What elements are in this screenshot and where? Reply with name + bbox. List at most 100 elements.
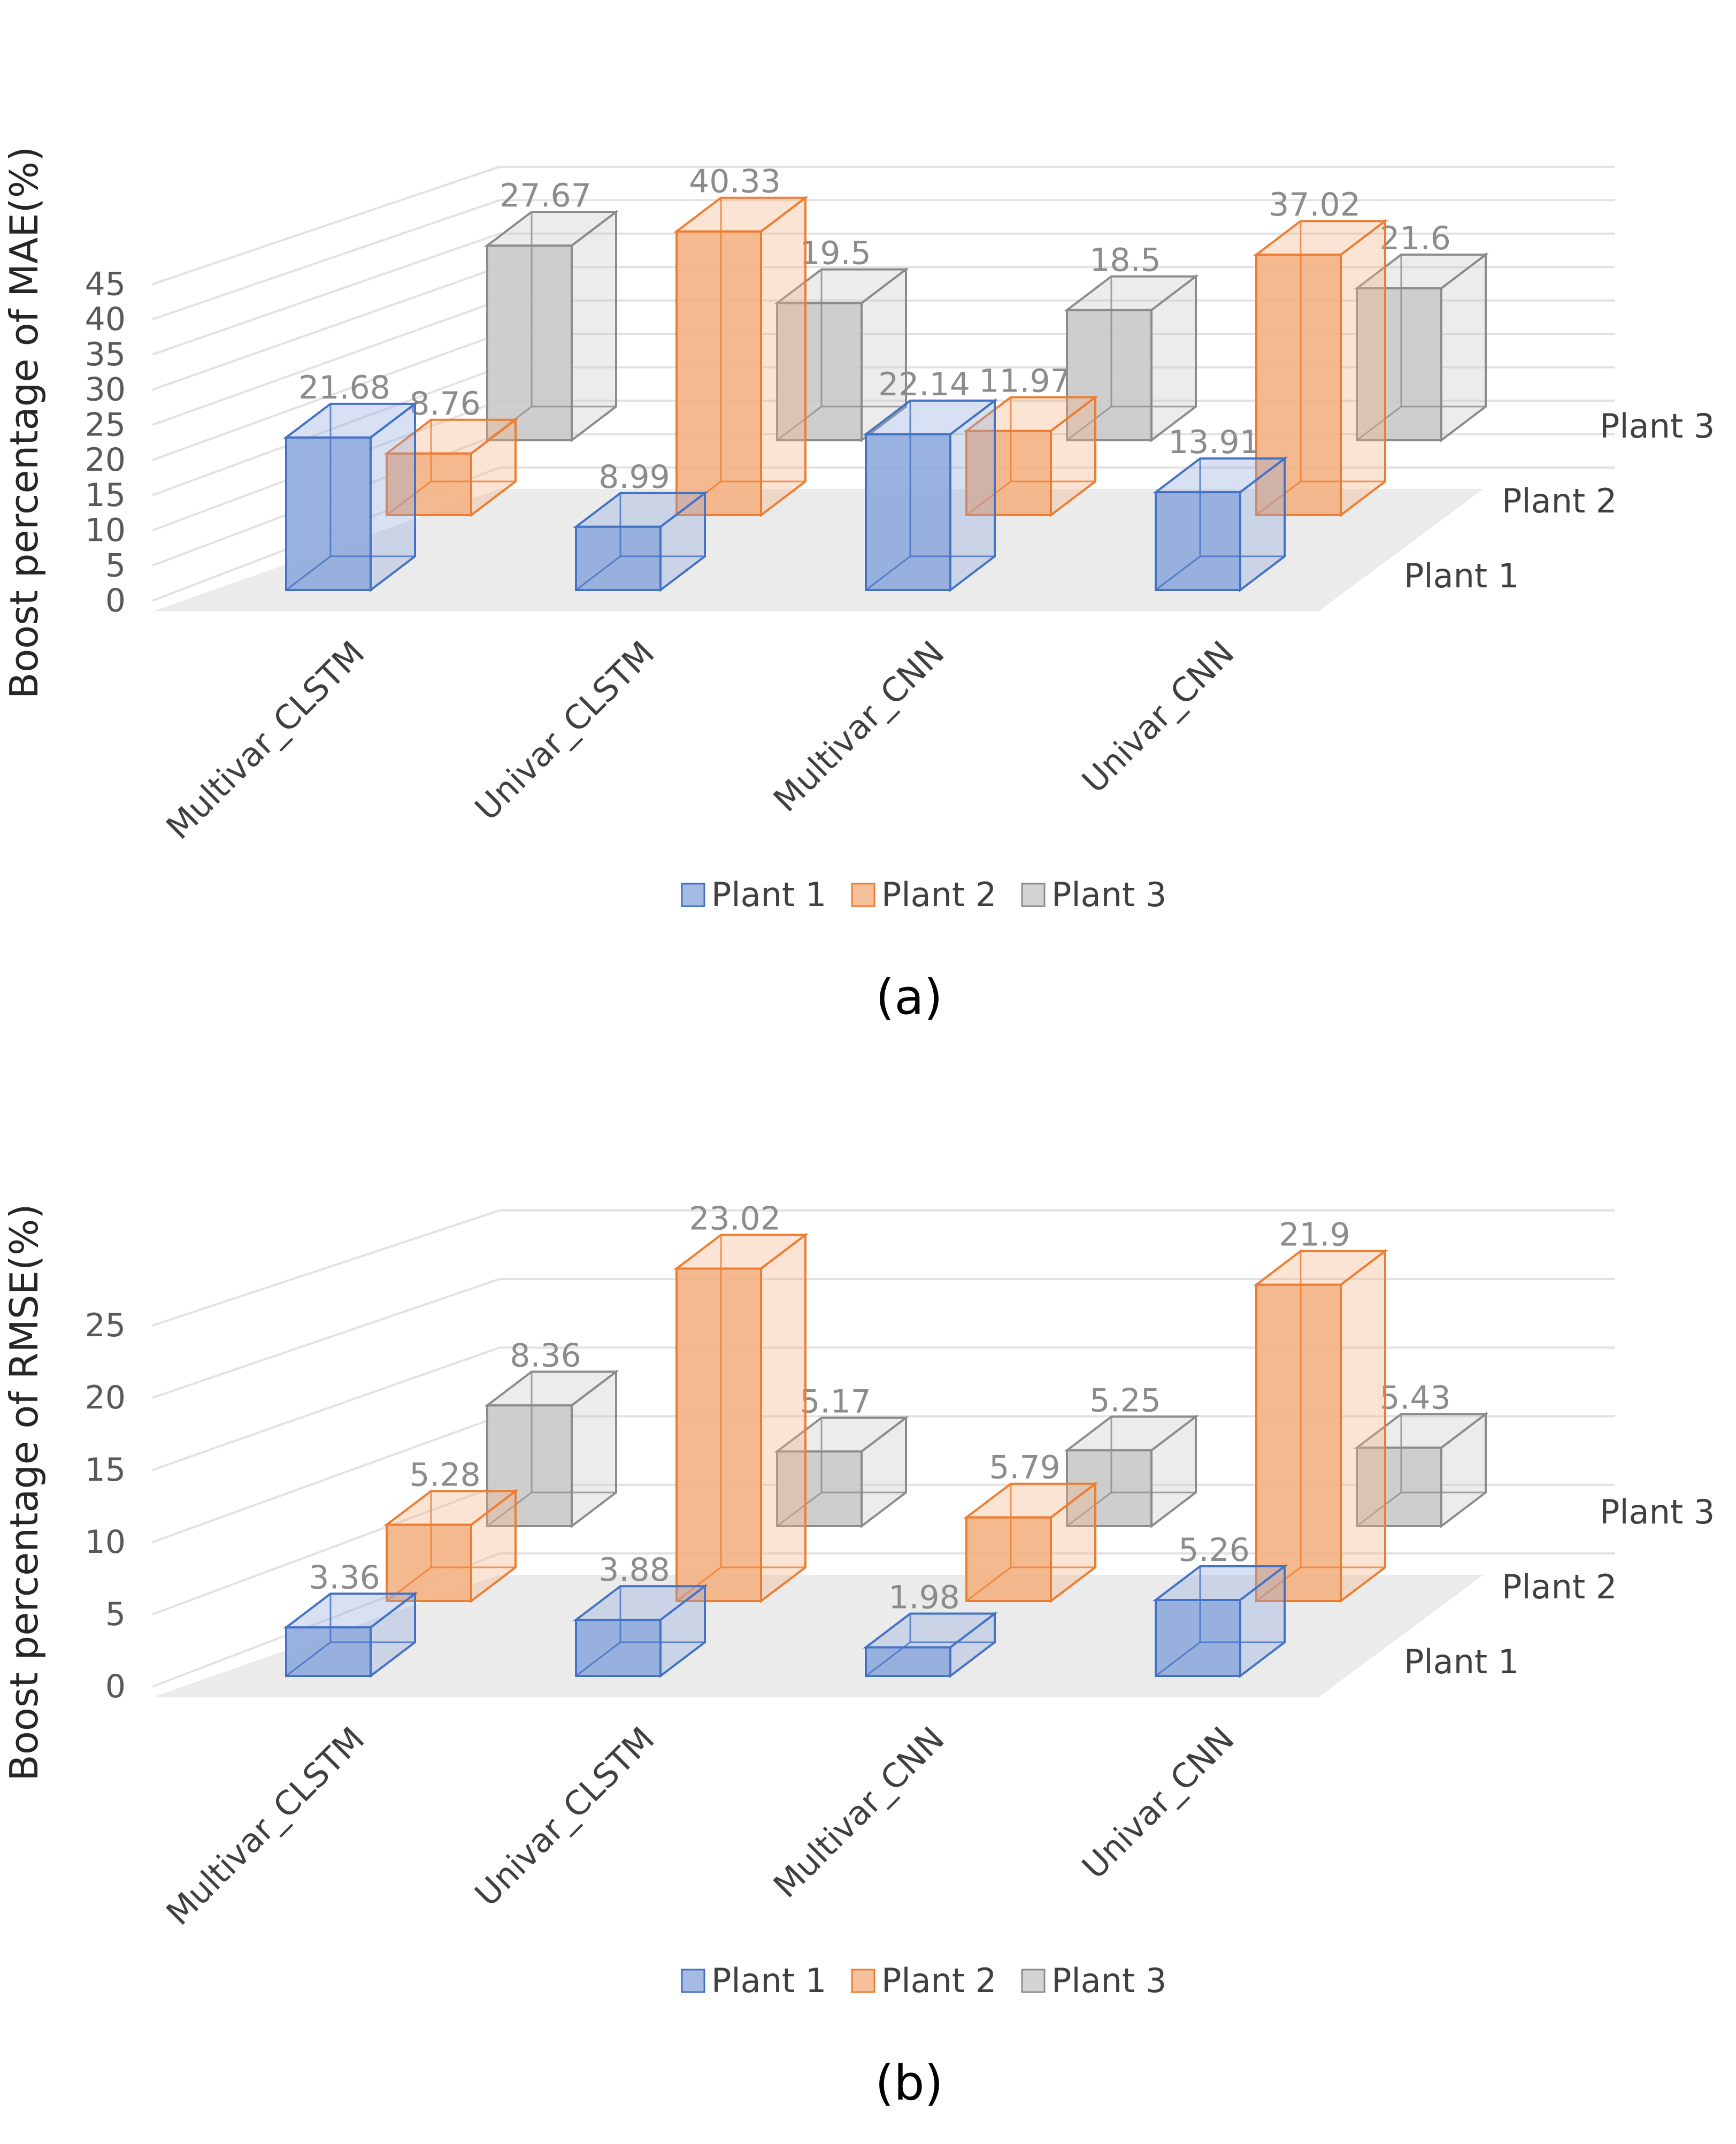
legend-swatch	[1021, 1969, 1046, 1993]
legend-label: Plant 1	[711, 875, 826, 914]
x-tick-label: Multivar_CLSTM	[159, 1719, 372, 1933]
legend-item-plant-2[interactable]: Plant 2	[851, 1961, 996, 2000]
y-tick-label: 10	[85, 512, 126, 549]
bar-plant-2-multivar-clstm[interactable]: 8.76	[383, 385, 519, 518]
data-label: 8.36	[510, 1337, 581, 1374]
bar-plant-1-multivar-clstm[interactable]: 21.68	[283, 369, 418, 593]
bar-front-face	[1356, 1446, 1442, 1527]
legend-label: Plant 3	[1051, 1961, 1166, 2000]
panel-label: (a)	[875, 969, 942, 1025]
data-label: 1.98	[888, 1579, 960, 1617]
legend-swatch	[851, 883, 875, 907]
y-axis-title: Boost percentage of MAE(%)	[2, 147, 47, 699]
data-label: 40.33	[689, 163, 781, 201]
y-tick-label: 5	[105, 547, 126, 584]
x-tick-label: Multivar_CNN	[766, 633, 952, 820]
bar-plant-2-univar-clstm[interactable]: 23.02	[673, 1200, 809, 1604]
x-tick-label: Univar_CNN	[1074, 633, 1242, 801]
y-tick-label: 15	[85, 477, 126, 514]
bar-front-face	[285, 1626, 372, 1678]
bar-plant-2-multivar-cnn[interactable]: 5.79	[963, 1449, 1099, 1604]
bar-plant-1-univar-cnn[interactable]: 13.91	[1153, 424, 1288, 593]
bar-side-face	[760, 195, 806, 518]
legend-item-plant-3[interactable]: Plant 3	[1021, 1961, 1166, 2000]
y-axis-title: Boost percentage of RMSE(%)	[2, 1204, 47, 1781]
bar-plant-1-multivar-cnn[interactable]: 22.14	[863, 366, 998, 593]
data-label: 5.26	[1178, 1532, 1250, 1569]
legend-item-plant-3[interactable]: Plant 3	[1021, 875, 1166, 914]
bar-plant-3-multivar-clstm[interactable]: 8.36	[484, 1337, 619, 1529]
x-tick-label: Univar_CLSTM	[467, 633, 662, 828]
bars: 8.36 5.17 5.25 5.43 5.28 23.02 5.79 21.9 3.36 3.8…	[283, 1200, 1489, 1679]
bar-plant-3-univar-cnn[interactable]: 21.6	[1354, 220, 1489, 443]
legend-swatch	[851, 1969, 875, 1993]
y-tick-label: 20	[85, 1379, 126, 1416]
y-axis: 0 5 10 15 20 25	[85, 1307, 126, 1705]
bar-plant-1-multivar-cnn[interactable]: 1.98	[863, 1579, 998, 1679]
bar-front-face	[1155, 1598, 1241, 1677]
y-tick-label: 15	[85, 1451, 126, 1489]
bars: 27.67 19.5 18.5 21.6 8.76 40.33 11.97 37.02 21.6…	[283, 163, 1489, 593]
bar-side-face	[1340, 1249, 1386, 1604]
y-tick-label: 0	[105, 1668, 126, 1705]
legend-swatch	[681, 883, 705, 907]
legend-label: Plant 2	[881, 875, 996, 914]
depth-label-plant-3: Plant 3	[1600, 1492, 1715, 1532]
data-label: 21.9	[1279, 1216, 1350, 1254]
bar-front-face	[1255, 1283, 1342, 1602]
legend-item-plant-1[interactable]: Plant 1	[681, 875, 826, 914]
bar-plant-1-multivar-clstm[interactable]: 3.36	[283, 1559, 418, 1679]
bar-plant-3-multivar-clstm[interactable]: 27.67	[484, 177, 619, 443]
data-label: 5.43	[1379, 1379, 1451, 1416]
bar-plant-2-multivar-cnn[interactable]: 11.97	[963, 363, 1099, 518]
x-axis: Multivar_CLSTM Univar_CLSTM Multivar_CNN Un…	[159, 633, 1242, 847]
legend-item-plant-2[interactable]: Plant 2	[851, 875, 996, 914]
data-label: 8.76	[409, 385, 481, 423]
data-label: 22.14	[878, 366, 970, 403]
bar-front-face	[965, 430, 1052, 516]
legend-swatch	[681, 1969, 705, 1993]
depth-label-plant-1: Plant 1	[1404, 556, 1519, 595]
bar-plant-3-multivar-cnn[interactable]: 18.5	[1064, 242, 1199, 443]
gridline	[152, 1278, 1615, 1399]
legend-item-plant-1[interactable]: Plant 1	[681, 1961, 826, 2000]
bar-plant-1-univar-clstm[interactable]: 3.88	[573, 1551, 708, 1679]
depth-label-plant-2: Plant 2	[1502, 481, 1617, 520]
depth-axis: Plant 1 Plant 2 Plant 3	[1404, 1492, 1715, 1681]
bar-front-face	[285, 436, 372, 592]
bar-front-face	[675, 1267, 762, 1602]
bar-plant-2-univar-cnn[interactable]: 37.02	[1253, 186, 1388, 518]
bar-plant-1-univar-cnn[interactable]: 5.26	[1153, 1532, 1288, 1679]
bar-plant-3-univar-clstm[interactable]: 19.5	[774, 235, 909, 443]
data-label: 3.88	[598, 1551, 670, 1589]
bar-plant-2-univar-cnn[interactable]: 21.9	[1253, 1216, 1388, 1604]
legend: Plant 1 Plant 2 Plant 3	[681, 1961, 1166, 2000]
bar-plant-1-univar-clstm[interactable]: 8.99	[573, 458, 708, 593]
bar-plant-3-univar-cnn[interactable]: 5.43	[1354, 1379, 1489, 1529]
y-tick-label: 20	[85, 441, 126, 479]
panel-label: (b)	[875, 2055, 943, 2111]
bar-front-face	[776, 302, 863, 441]
depth-label-plant-1: Plant 1	[1404, 1642, 1519, 1681]
bar-plant-3-univar-clstm[interactable]: 5.17	[774, 1383, 909, 1529]
y-tick-label: 35	[85, 336, 126, 373]
data-label: 11.97	[979, 363, 1071, 400]
bar-plant-3-multivar-cnn[interactable]: 5.25	[1064, 1382, 1199, 1529]
x-tick-label: Multivar_CLSTM	[159, 633, 372, 847]
data-label: 13.91	[1168, 424, 1260, 461]
bar-front-face	[865, 1646, 951, 1678]
bar-plant-2-univar-clstm[interactable]: 40.33	[673, 163, 809, 518]
bar-front-face	[776, 1450, 863, 1527]
bar-front-face	[1356, 287, 1442, 442]
x-axis: Multivar_CLSTM Univar_CLSTM Multivar_CNN Un…	[159, 1719, 1242, 1933]
data-label: 5.28	[409, 1456, 481, 1494]
floor-plane	[152, 489, 1484, 611]
bar-front-face	[865, 433, 951, 591]
bar-side-face	[760, 1232, 806, 1604]
bar-front-face	[675, 230, 762, 516]
bar-plant-2-multivar-clstm[interactable]: 5.28	[383, 1456, 519, 1604]
gridline	[152, 1209, 1615, 1327]
bar-front-face	[575, 1619, 662, 1677]
